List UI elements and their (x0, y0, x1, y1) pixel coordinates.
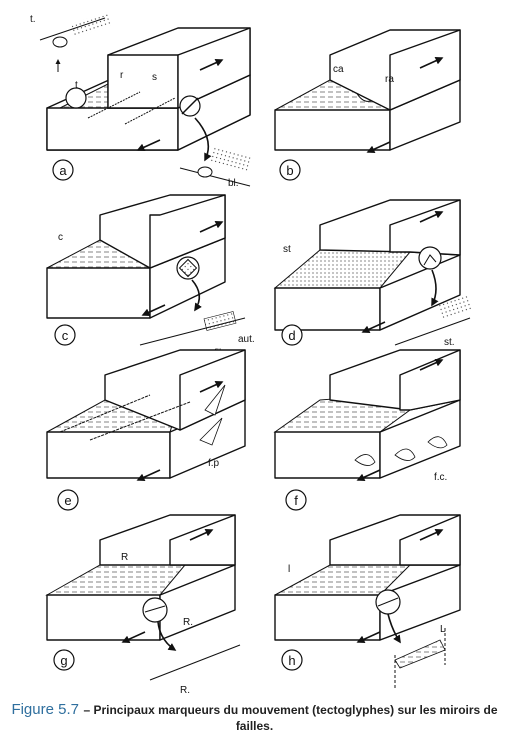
label-st-dot: st. (444, 337, 455, 348)
panel-b-letter: b (286, 163, 293, 178)
panel-g-letter: g (60, 653, 67, 668)
panel-e-letter: e (64, 493, 71, 508)
label-R-top: R (121, 552, 128, 563)
movement-arrow-up (419, 57, 444, 69)
panel-c: c aut. fib. c (46, 194, 255, 359)
panel-a-letter-circle (52, 159, 74, 181)
movement-arrow-up (199, 59, 224, 71)
groove-r (87, 91, 141, 119)
groove-s (124, 97, 176, 125)
panel-h-letter: h (288, 653, 295, 668)
label-st: st (283, 244, 291, 255)
movement-arrow-down (136, 139, 161, 151)
label-c: c (58, 232, 63, 243)
panel-e: f.p e (46, 349, 246, 511)
label-L: L (440, 624, 446, 635)
panel-f: f.c. f (273, 349, 461, 511)
label-aut: aut. (238, 334, 255, 345)
label-R-bot: R. (180, 685, 190, 696)
panel-g: R R. R. g (45, 514, 241, 696)
panel-a: t. t r s bl. a (30, 12, 252, 189)
label-t: t (75, 80, 78, 91)
panel-d-letter: d (288, 328, 295, 343)
label-l: l (288, 564, 290, 575)
label-ca: ca (333, 64, 344, 75)
label-fc: f.c. (434, 472, 447, 483)
caption-text: – Principaux marqueurs du mouvement (tec… (83, 703, 498, 733)
figure-caption: Figure 5.7 – Principaux marqueurs du mou… (0, 702, 509, 734)
label-t-top: t. (30, 14, 36, 25)
panel-b: ca ra b (274, 29, 461, 181)
panel-a-letter: a (59, 163, 67, 178)
panel-h: l L h (274, 514, 461, 690)
label-bl: bl. (228, 178, 239, 189)
panel-f-letter: f (294, 493, 298, 508)
movement-arrow-down (366, 141, 391, 153)
block-front (46, 107, 179, 151)
label-ra: ra (385, 74, 394, 85)
label-R-mid: R. (183, 617, 193, 628)
panel-c-letter: c (62, 328, 69, 343)
label-r: r (120, 70, 124, 81)
tectoglyph-figure: t. t r s bl. a ca ra b c aut. f (30, 12, 472, 696)
panel-d: st st. d (273, 199, 472, 348)
caption-number: Figure 5.7 (11, 701, 79, 718)
tool-zoom-circle (65, 87, 87, 109)
label-s: s (152, 72, 157, 83)
label-fp: f.p (208, 458, 220, 469)
